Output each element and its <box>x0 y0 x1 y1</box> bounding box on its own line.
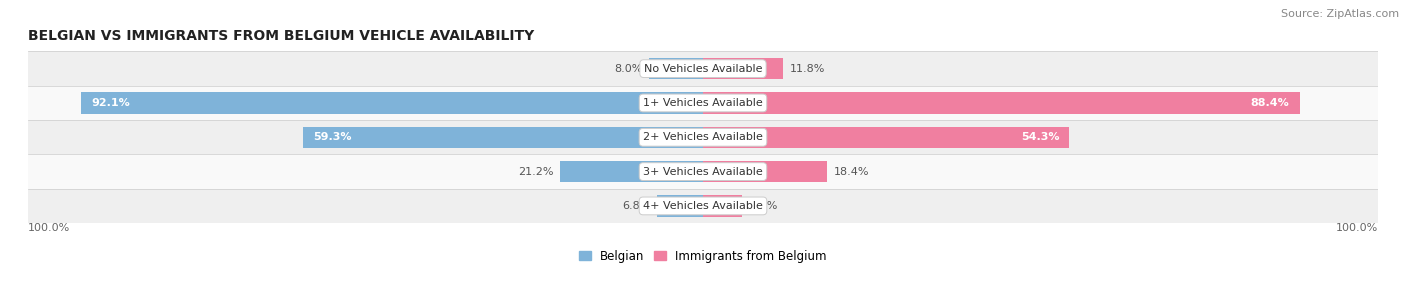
Bar <box>650 58 703 79</box>
Text: 2+ Vehicles Available: 2+ Vehicles Available <box>643 132 763 142</box>
Bar <box>28 86 1378 120</box>
Bar <box>703 92 1299 114</box>
Text: 6.8%: 6.8% <box>621 201 651 211</box>
Text: Source: ZipAtlas.com: Source: ZipAtlas.com <box>1281 9 1399 19</box>
Bar <box>703 195 742 217</box>
Bar <box>560 161 703 182</box>
Bar <box>703 58 783 79</box>
Bar <box>28 154 1378 189</box>
Bar <box>28 51 1378 86</box>
Text: 18.4%: 18.4% <box>834 167 869 176</box>
Text: 5.8%: 5.8% <box>749 201 778 211</box>
Text: 92.1%: 92.1% <box>91 98 131 108</box>
Text: 11.8%: 11.8% <box>789 64 825 74</box>
Text: 88.4%: 88.4% <box>1251 98 1289 108</box>
Bar <box>82 92 703 114</box>
Text: 54.3%: 54.3% <box>1021 132 1059 142</box>
Text: No Vehicles Available: No Vehicles Available <box>644 64 762 74</box>
Text: 3+ Vehicles Available: 3+ Vehicles Available <box>643 167 763 176</box>
Text: 8.0%: 8.0% <box>614 64 643 74</box>
Bar <box>302 127 703 148</box>
Bar <box>703 161 827 182</box>
Bar <box>703 127 1070 148</box>
Bar <box>28 189 1378 223</box>
Text: 100.0%: 100.0% <box>1336 223 1378 233</box>
Text: 100.0%: 100.0% <box>28 223 70 233</box>
Text: 21.2%: 21.2% <box>517 167 553 176</box>
Text: 4+ Vehicles Available: 4+ Vehicles Available <box>643 201 763 211</box>
Bar <box>657 195 703 217</box>
Legend: Belgian, Immigrants from Belgium: Belgian, Immigrants from Belgium <box>579 250 827 263</box>
Bar <box>28 120 1378 154</box>
Text: 59.3%: 59.3% <box>314 132 352 142</box>
Text: 1+ Vehicles Available: 1+ Vehicles Available <box>643 98 763 108</box>
Text: BELGIAN VS IMMIGRANTS FROM BELGIUM VEHICLE AVAILABILITY: BELGIAN VS IMMIGRANTS FROM BELGIUM VEHIC… <box>28 29 534 43</box>
